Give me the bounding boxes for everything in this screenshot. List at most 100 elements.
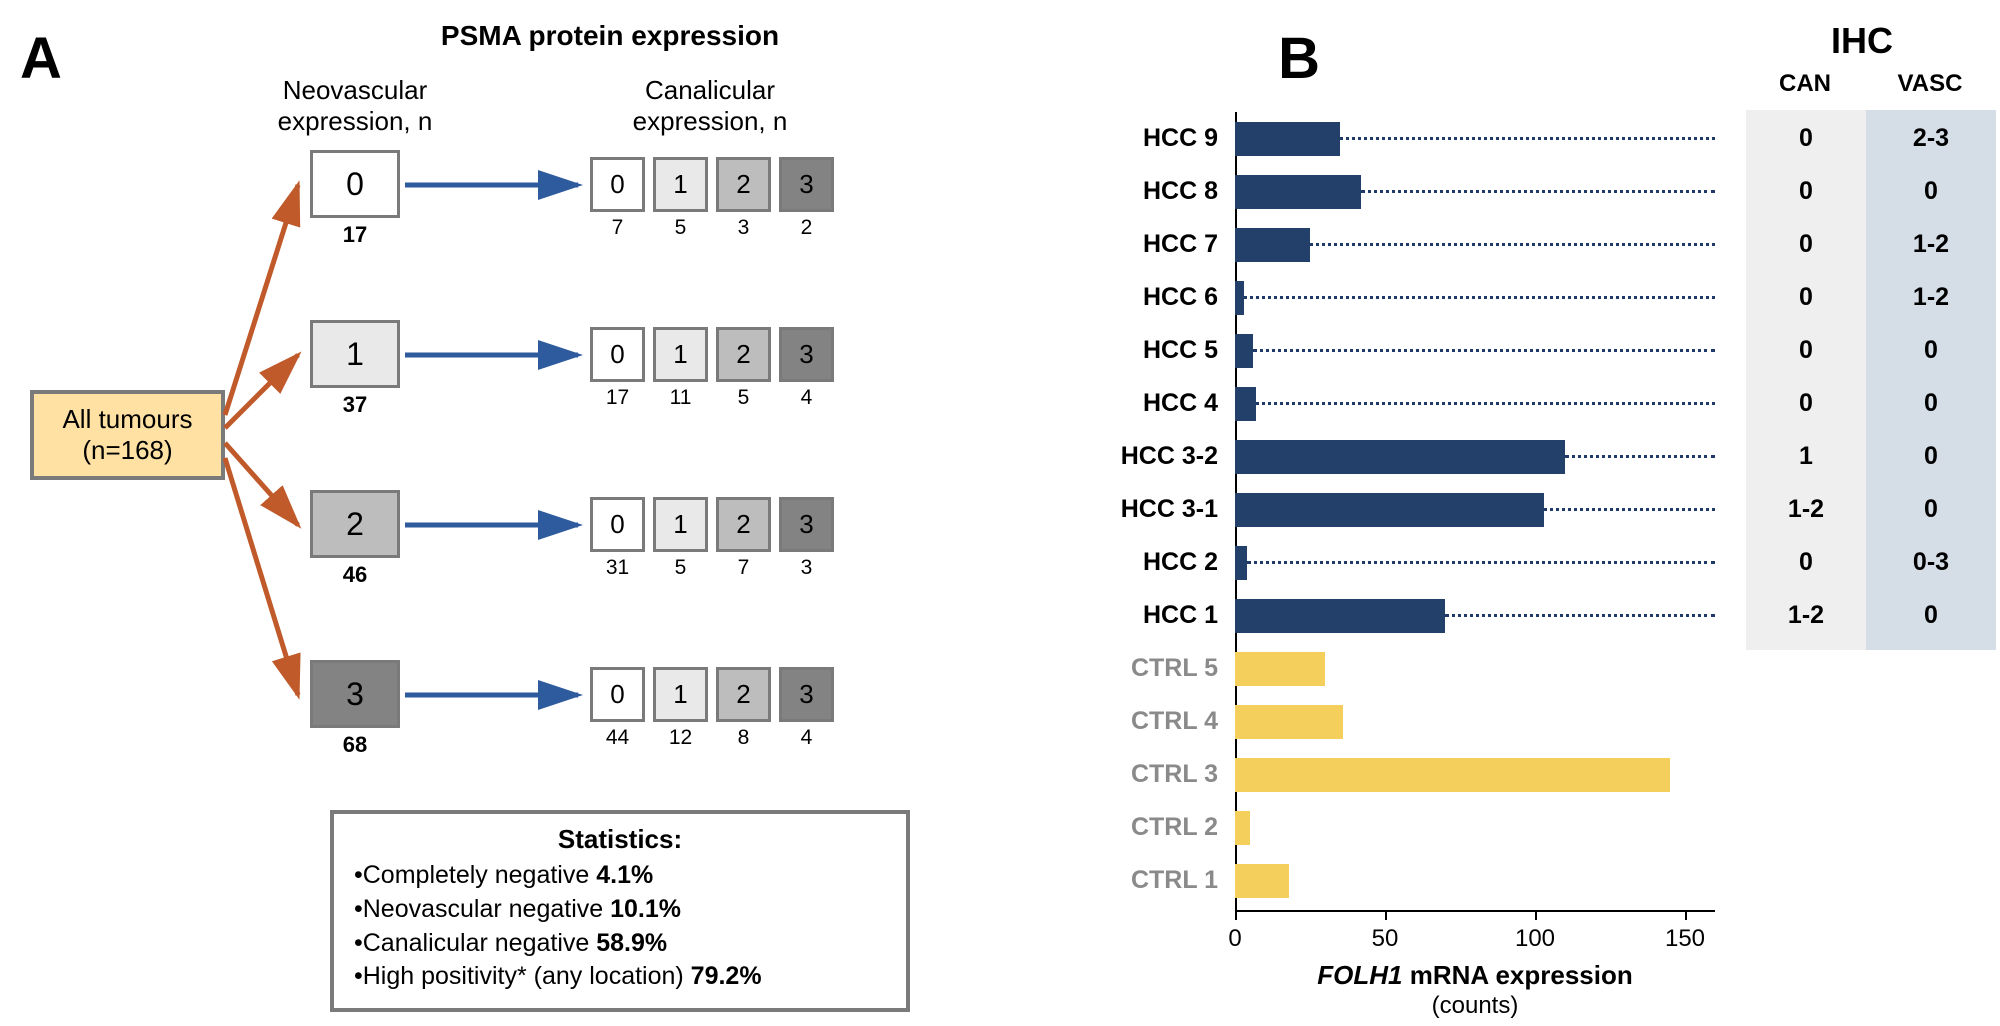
bar xyxy=(1235,334,1253,368)
can-row: 0123 xyxy=(590,667,834,722)
ihc-can-value: 1-2 xyxy=(1746,589,1866,642)
bar-row xyxy=(1235,218,1715,271)
bar xyxy=(1235,652,1325,686)
ihc-vasc-value: 0-3 xyxy=(1866,536,1996,589)
can-count: 17 xyxy=(590,386,645,410)
bar-row xyxy=(1235,483,1715,536)
bar-row xyxy=(1235,271,1715,324)
x-tick-label: 100 xyxy=(1515,925,1555,953)
can-count: 4 xyxy=(779,386,834,410)
neo-count: 46 xyxy=(310,562,400,588)
ihc-vasc-value: 2-3 xyxy=(1866,112,1996,165)
ihc-vasc-value: 0 xyxy=(1866,483,1996,536)
x-tick xyxy=(1685,910,1687,920)
can-score-box: 2 xyxy=(716,497,771,552)
y-label: HCC 8 xyxy=(1060,165,1230,218)
can-count: 31 xyxy=(590,556,645,580)
y-labels: HCC 9HCC 8HCC 7HCC 6HCC 5HCC 4HCC 3-2HCC… xyxy=(1060,112,1230,907)
bar xyxy=(1235,281,1244,315)
can-score-box: 1 xyxy=(653,497,708,552)
can-score-box: 3 xyxy=(779,497,834,552)
y-label: HCC 3-2 xyxy=(1060,430,1230,483)
ihc-vasc-header: VASC xyxy=(1870,70,1990,98)
can-row: 0123 xyxy=(590,157,834,212)
stats-line: •Canalicular negative 58.9% xyxy=(354,927,886,961)
can-count: 4 xyxy=(779,726,834,750)
ihc-can-value: 0 xyxy=(1746,112,1866,165)
y-label: CTRL 1 xyxy=(1060,854,1230,907)
panel-a: PSMA protein expression Neovascularexpre… xyxy=(30,20,970,1000)
can-count: 5 xyxy=(716,386,771,410)
can-count: 3 xyxy=(716,216,771,240)
can-count: 5 xyxy=(653,216,708,240)
dotted-line xyxy=(1361,190,1715,193)
can-counts: 7532 xyxy=(590,216,834,240)
neo-score-box: 3 xyxy=(310,660,400,728)
y-label: HCC 9 xyxy=(1060,112,1230,165)
y-label: HCC 2 xyxy=(1060,536,1230,589)
bar xyxy=(1235,122,1340,156)
y-label: CTRL 5 xyxy=(1060,642,1230,695)
y-label: HCC 4 xyxy=(1060,377,1230,430)
x-tick xyxy=(1235,910,1237,920)
y-label: CTRL 2 xyxy=(1060,801,1230,854)
can-counts: 31573 xyxy=(590,556,834,580)
bar xyxy=(1235,493,1544,527)
ihc-can-value: 1 xyxy=(1746,430,1866,483)
stats-title: Statistics: xyxy=(354,824,886,855)
can-count: 44 xyxy=(590,726,645,750)
bar-row xyxy=(1235,536,1715,589)
bar xyxy=(1235,758,1670,792)
can-score-box: 3 xyxy=(779,327,834,382)
bar xyxy=(1235,546,1247,580)
bar-row xyxy=(1235,748,1715,801)
ihc-can-header: CAN xyxy=(1750,70,1860,98)
ihc-vasc-value: 0 xyxy=(1866,324,1996,377)
ihc-vasc-value: 0 xyxy=(1866,589,1996,642)
bar-row xyxy=(1235,695,1715,748)
ihc-can-value: 0 xyxy=(1746,536,1866,589)
can-counts: 171154 xyxy=(590,386,834,410)
dotted-line xyxy=(1544,508,1715,511)
neo-count: 68 xyxy=(310,732,400,758)
can-count: 7 xyxy=(590,216,645,240)
can-count: 3 xyxy=(779,556,834,580)
y-label: CTRL 4 xyxy=(1060,695,1230,748)
can-count: 12 xyxy=(653,726,708,750)
bar xyxy=(1235,387,1256,421)
dotted-line xyxy=(1247,561,1715,564)
chart-area xyxy=(1235,112,1715,912)
neo-score-box: 2 xyxy=(310,490,400,558)
bar xyxy=(1235,864,1289,898)
stats-line: •Completely negative 4.1% xyxy=(354,859,886,893)
bar-row xyxy=(1235,324,1715,377)
dotted-line xyxy=(1256,402,1715,405)
can-score-box: 3 xyxy=(779,157,834,212)
bar-row xyxy=(1235,589,1715,642)
can-score-box: 0 xyxy=(590,497,645,552)
ihc-title: IHC xyxy=(1732,20,1992,62)
can-row: 0123 xyxy=(590,327,834,382)
bar xyxy=(1235,175,1361,209)
can-score-box: 3 xyxy=(779,667,834,722)
dotted-line xyxy=(1310,243,1715,246)
can-score-box: 1 xyxy=(653,327,708,382)
ihc-can-value: 1-2 xyxy=(1746,483,1866,536)
x-axis-label: FOLH1 mRNA expression xyxy=(1235,960,1715,991)
stats-line: •Neovascular negative 10.1% xyxy=(354,893,886,927)
y-label: HCC 1 xyxy=(1060,589,1230,642)
y-label: CTRL 3 xyxy=(1060,748,1230,801)
can-score-box: 1 xyxy=(653,157,708,212)
ihc-can-value: 0 xyxy=(1746,377,1866,430)
bar-row xyxy=(1235,165,1715,218)
x-axis-sublabel: (counts) xyxy=(1235,992,1715,1020)
x-tick xyxy=(1385,910,1387,920)
x-tick-label: 50 xyxy=(1372,925,1399,953)
bar xyxy=(1235,599,1445,633)
can-score-box: 0 xyxy=(590,667,645,722)
stats-box: Statistics: •Completely negative 4.1%•Ne… xyxy=(330,810,910,1012)
bar-row xyxy=(1235,854,1715,907)
bar-row xyxy=(1235,112,1715,165)
x-tick-label: 0 xyxy=(1228,925,1241,953)
can-count: 2 xyxy=(779,216,834,240)
